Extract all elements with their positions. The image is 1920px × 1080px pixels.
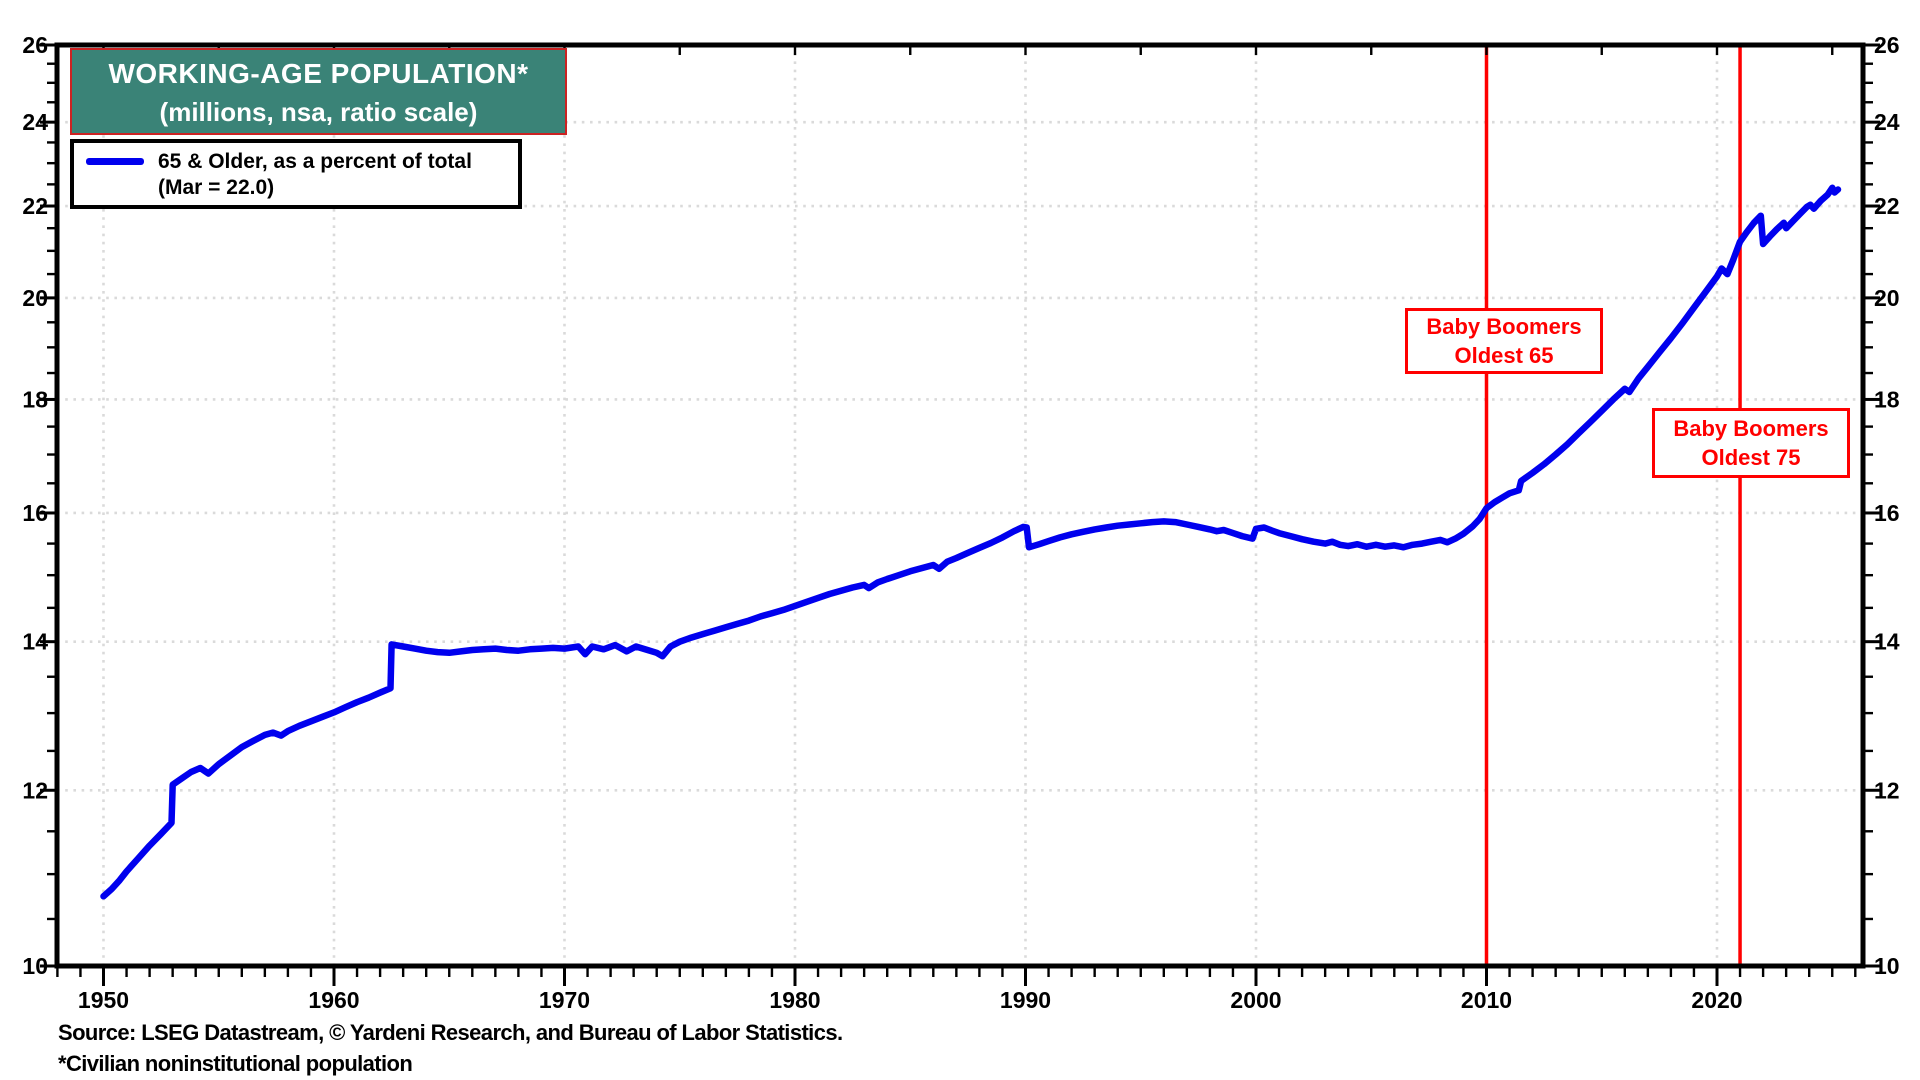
- legend: 65 & Older, as a percent of total (Mar =…: [70, 139, 522, 209]
- plot-border: [54, 42, 1866, 969]
- chart-subtitle: (millions, nsa, ratio scale): [159, 96, 478, 127]
- y-axis-label-right: 24: [1874, 109, 1900, 135]
- y-axis-label-left: 24: [22, 109, 48, 135]
- series-line-swatch: [86, 158, 144, 165]
- y-axis-label-left: 22: [22, 193, 48, 219]
- y-axis-label-right: 22: [1874, 193, 1900, 219]
- y-axis-label-left: 12: [22, 777, 48, 803]
- annotation-line1: Baby Boomers: [1673, 416, 1829, 441]
- x-axis-label: 1990: [1000, 987, 1051, 1013]
- annotation-baby-boomers-oldest-75: Baby Boomers Oldest 75: [1652, 408, 1850, 478]
- footnote: *Civilian noninstitutional population: [58, 1051, 413, 1076]
- y-axis-label-left: 14: [22, 629, 48, 655]
- chart-title: WORKING-AGE POPULATION*: [108, 57, 529, 89]
- y-axis-label-left: 20: [22, 285, 48, 311]
- legend-latest-value: (Mar = 22.0): [158, 176, 275, 199]
- legend-text: 65 & Older, as a percent of total (Mar =…: [158, 149, 472, 201]
- y-axis-label-left: 18: [22, 386, 48, 412]
- annotation-line1: Baby Boomers: [1426, 314, 1582, 339]
- y-axis-label-right: 20: [1874, 285, 1900, 311]
- y-axis-label-right: 16: [1874, 500, 1900, 526]
- y-axis-label-right: 14: [1874, 629, 1900, 655]
- y-axis-label-right: 26: [1874, 32, 1900, 58]
- legend-series-label: 65 & Older, as a percent of total: [158, 150, 472, 173]
- y-axis-label-left: 26: [22, 32, 48, 58]
- chart-title-box: WORKING-AGE POPULATION* (millions, nsa, …: [70, 48, 567, 135]
- annotation-line2: Oldest 65: [1454, 343, 1554, 368]
- x-axis-label: 2000: [1230, 987, 1281, 1013]
- x-axis-label: 1960: [308, 987, 359, 1013]
- x-axis-label: 2020: [1691, 987, 1742, 1013]
- y-axis-label-right: 18: [1874, 386, 1900, 412]
- x-axis-label: 1950: [78, 987, 129, 1013]
- y-axis-label-right: 10: [1874, 953, 1900, 979]
- y-axis-label-right: 12: [1874, 777, 1900, 803]
- annotation-line2: Oldest 75: [1701, 445, 1801, 470]
- x-axis-label: 2010: [1461, 987, 1512, 1013]
- x-axis-label: 1970: [539, 987, 590, 1013]
- series-line: [100, 184, 1842, 900]
- y-axis-label-left: 10: [22, 953, 48, 979]
- x-axis-label: 1980: [769, 987, 820, 1013]
- annotation-baby-boomers-oldest-65: Baby Boomers Oldest 65: [1405, 308, 1603, 374]
- source-note: Source: LSEG Datastream, © Yardeni Resea…: [58, 1020, 843, 1045]
- y-axis-label-left: 16: [22, 500, 48, 526]
